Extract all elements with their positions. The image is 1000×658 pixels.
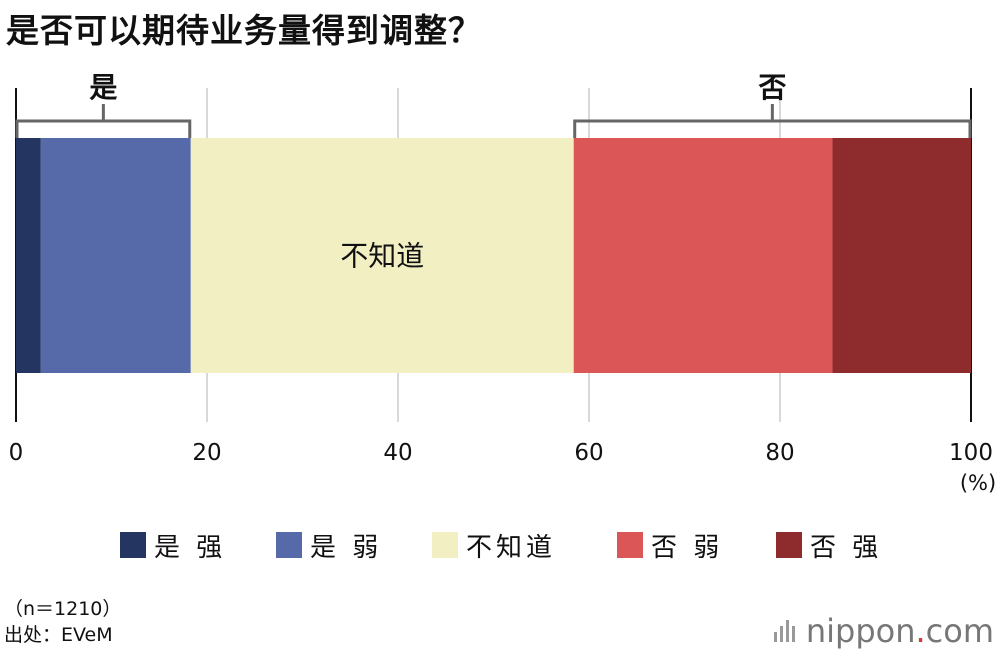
logo-brand: nippon: [805, 612, 916, 650]
legend-label: 否 强: [810, 532, 883, 563]
bar-segment-2: [190, 138, 574, 373]
legend-item-2: 不知道: [432, 525, 556, 565]
source-note: 出处：EVeM: [4, 624, 113, 646]
legend-swatch: [120, 532, 146, 558]
legend-swatch: [617, 532, 643, 558]
legend-swatch: [276, 532, 302, 558]
stacked-bar-chart: 是否 不知道 0 20 40 60 80 100(%): [9, 71, 996, 495]
x-axis-ticks: 0 20 40 60 80 100 (%): [9, 440, 996, 495]
nippon-logo: nippon. com: [773, 612, 994, 650]
bar-segments: [16, 138, 971, 373]
x-tick-label-0: 0: [9, 440, 24, 466]
legend-item-1: 是 弱: [276, 525, 382, 565]
footnote: （n＝1210） 出处：EVeM: [4, 596, 121, 648]
bracket-label-0: 是: [89, 71, 117, 104]
x-tick-label-100: 100: [949, 440, 993, 466]
legend-item-3: 否 弱: [617, 525, 723, 565]
legend-item-4: 否 强: [776, 525, 882, 565]
sample-size: （n＝1210）: [4, 598, 122, 620]
logo-dot: .: [915, 612, 926, 650]
x-tick-label-40: 40: [383, 440, 412, 466]
bar-segment-4: [832, 138, 971, 373]
bracket-label-1: 否: [758, 71, 786, 104]
group-brackets: 是否: [15, 71, 972, 138]
x-tick-label-60: 60: [574, 440, 603, 466]
legend-item-0: 是 强: [120, 525, 226, 565]
bar-segment-1: [40, 138, 191, 373]
legend-label: 否 弱: [651, 532, 724, 563]
x-tick-label-80: 80: [765, 440, 794, 466]
chart-title: 是否可以期待业务量得到调整？: [6, 11, 482, 50]
bar-labels: 不知道: [340, 240, 424, 273]
x-unit-label: (%): [960, 471, 996, 495]
bar-segment-0: [16, 138, 41, 373]
legend-swatch: [432, 532, 458, 558]
bar-segment-3: [573, 138, 833, 373]
legend-label: 是 强: [154, 532, 227, 563]
legend-swatch: [776, 532, 802, 558]
logo-tld: com: [925, 612, 994, 650]
bracket-1: [573, 119, 972, 138]
bar-inner-label: 不知道: [340, 240, 424, 273]
bracket-0: [15, 119, 192, 138]
x-tick-label-20: 20: [192, 440, 221, 466]
logo-bars-icon: [773, 620, 798, 642]
legend-label: 不知道: [466, 532, 557, 563]
legend-label: 是 弱: [310, 532, 383, 563]
legend: 是 强 是 弱 不知道 否 弱 否 强: [0, 525, 1000, 565]
